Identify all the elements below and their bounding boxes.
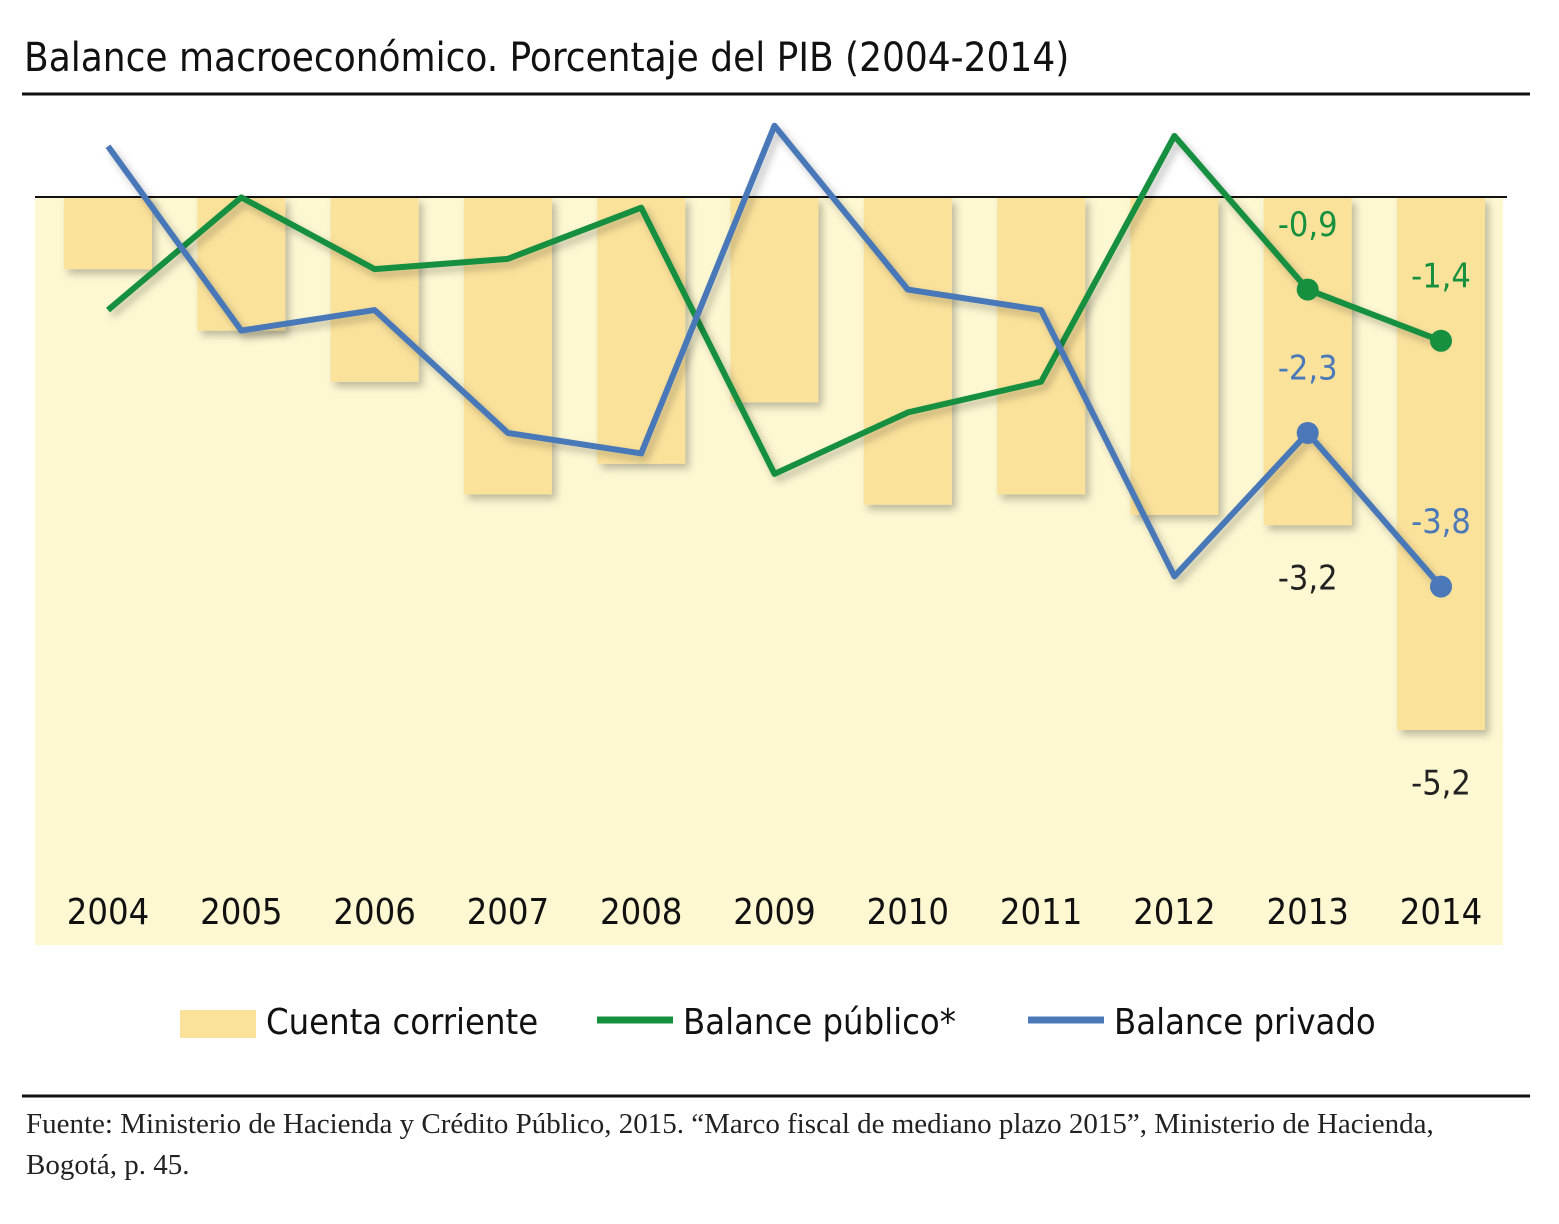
x-tick-label: 2014 [1400,892,1482,933]
data-label: -0,9 [1278,205,1338,245]
x-tick-label: 2006 [333,892,415,933]
x-tick-label: 2011 [1000,892,1082,933]
point [1430,329,1452,352]
point [1430,575,1452,598]
data-label: -3,2 [1278,559,1338,599]
data-label: -1,4 [1411,256,1471,296]
x-tick-label: 2004 [67,892,149,933]
bar [64,197,152,270]
data-label: -5,2 [1411,763,1471,803]
legend-label: Cuenta corriente [266,1002,538,1043]
source-note: Fuente: Ministerio de Hacienda y Crédito… [26,1108,1434,1181]
x-tick-label: 2007 [467,892,549,933]
legend-swatch [180,1010,256,1038]
x-tick-label: 2005 [200,892,282,933]
line [106,132,1443,477]
bar [1130,197,1219,515]
data-label: -2,3 [1278,348,1338,388]
chart-title: Balance macroeconómico. Porcentaje del P… [24,35,1069,81]
bar [997,197,1086,495]
bar [730,197,819,403]
x-tick-label: 2012 [1133,892,1215,933]
legend-label: Balance privado [1114,1002,1376,1043]
bar [463,197,552,495]
x-tick-label: 2010 [867,892,949,933]
bar [863,197,952,505]
point [1296,421,1319,444]
x-tick-label: 2013 [1266,892,1348,933]
bar [330,197,419,382]
data-label: -3,8 [1411,502,1471,542]
x-tick-label: 2009 [733,892,815,933]
legend-label: Balance público* [683,1002,956,1043]
line [105,122,1444,589]
point [1296,278,1319,301]
bar [597,197,686,464]
x-tick-label: 2008 [600,892,682,933]
bar [1397,197,1485,730]
